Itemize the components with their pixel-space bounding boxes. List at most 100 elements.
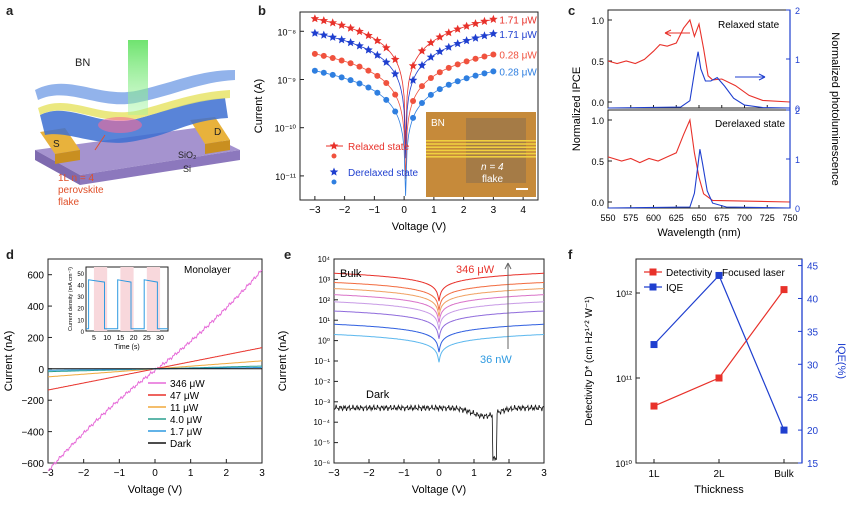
y2-tick-label: 30 [807,360,819,371]
panel-d-label: d [6,247,14,262]
panel-e: e −3 −2 −1 0 1 2 3 10⁴ 10³ 10² 10¹ 10⁰ 10⁻¹ 10⁻² 10⁻³ 1… [272,245,562,500]
inset-n: n = 4 [481,162,504,173]
data-marker [417,60,427,70]
x-tick-label: 550 [600,213,615,223]
y-tick-label: 1.0 [591,116,604,126]
data-marker [427,74,434,81]
data-marker [480,16,489,25]
plot-frame [299,11,539,201]
inset-y-tick: 40 [77,283,84,289]
relaxed-label: Relaxed state [718,20,780,31]
data-marker [418,100,425,107]
low-power-label: 36 nW [480,354,512,366]
y2-tick-label: 2 [795,106,800,116]
x-tick-label: 600 [646,213,661,223]
y-tick-label: 10⁻⁴ [313,418,330,427]
x-tick-label: 650 [691,213,706,223]
inset-bn: BN [431,118,445,129]
inset-electrode [426,152,536,155]
data-marker [355,26,364,36]
x-tick-label: 4 [520,205,526,216]
chart-d: −3 −2 −1 0 1 2 3−600−400−2000200400600Voltage … [3,258,265,496]
data-marker [418,83,425,90]
y2-tick-label: 2 [795,6,800,16]
series-line-7 [334,334,544,363]
series-line-6 [334,323,544,353]
scale-bar [516,188,528,190]
series-line-2 [314,53,494,179]
data-marker [374,72,381,79]
x-tick-label: −3 [42,468,54,479]
data-marker [472,72,479,79]
x-tick-label: −1 [398,468,410,479]
data-marker [390,69,400,78]
y-tick-label: 400 [27,302,44,313]
data-marker [472,55,479,62]
top-power-label: 346 μW [456,264,495,276]
data-marker [319,16,329,25]
inset-x-tick: 15 [116,335,124,342]
data-marker [355,41,364,50]
substrate-slab [35,128,240,175]
data-marker [408,61,418,70]
x-tick-label: −1 [369,205,381,216]
y-tick-label: 10¹⁰ [615,459,632,469]
series-label: 0.28 μW [499,67,537,78]
series-label: 1.71 μW [499,30,537,41]
y2-tick-label: 0 [795,204,800,214]
chart-c: 0.0 0.5 1.0 0 1 2 0.0 0.5 1.0 0 1 2 550 575 600 625 650 6… [571,6,841,239]
panel-a-label: a [6,3,14,18]
legend-relaxed: Relaxed state [348,142,410,153]
data-marker [346,23,355,32]
data-marker [444,28,453,37]
x-tick-label: −2 [363,468,375,479]
data-marker [392,91,399,98]
inset-x-tick: 10 [103,335,111,342]
focused-laser-label: Focused laser [722,268,785,279]
y2-tick-label: 25 [807,393,819,404]
legend-iqe: IQE [666,283,684,294]
series-line-5 [333,310,545,339]
y-tick-label: 200 [27,333,44,344]
y-tick-label: 10¹² [616,289,632,299]
data-marker [320,69,327,76]
x-tick-label: Bulk [774,469,794,480]
y-tick-label: 10¹¹ [616,374,632,384]
x-tick-label: 1 [431,205,437,216]
x-tick-label: −1 [114,468,126,479]
data-marker [444,42,453,51]
light-on-region [93,267,108,331]
inset-y-tick: 0 [81,330,85,336]
inset-x-tick: 5 [92,335,96,342]
device-schematic: BN S D SiO₂ Si 1L n = 4 perovskite flake [35,40,240,208]
ipce-curve [607,18,791,103]
data-marker [365,67,372,74]
series-line-4 [333,301,545,330]
legend-label: 11 μW [170,403,199,414]
legend-marker [649,283,657,291]
data-marker [338,74,345,81]
drain-electrode [190,117,230,144]
inset-y-tick: 30 [77,295,84,301]
flake-label-2: perovskite [58,185,104,196]
legend-marker [331,153,337,159]
x-tick-label: −2 [339,205,351,216]
ipce-arrow [664,29,690,37]
legend-label: 4.0 μW [170,415,202,426]
data-marker [364,45,373,54]
light-on-region [120,267,134,331]
data-marker [311,67,318,74]
y2-tick-label: 40 [807,294,819,305]
data-marker [320,52,327,59]
panel-f: f 1L 2L Bulk 10¹⁰ 10¹¹ 10¹² 15 20 25 30 35 40 45 Thic… [564,245,848,500]
plot-frame [635,258,803,464]
data-marker [453,24,462,33]
y-tick-label: 10⁻⁸ [277,27,296,37]
data-marker [435,32,445,41]
data-marker [329,55,336,62]
series-line-2 [334,288,544,317]
y-tick-label: 0.0 [591,198,604,208]
panel-b-label: b [258,3,266,18]
data-marker [489,14,498,23]
detectivity-marker [715,374,723,382]
